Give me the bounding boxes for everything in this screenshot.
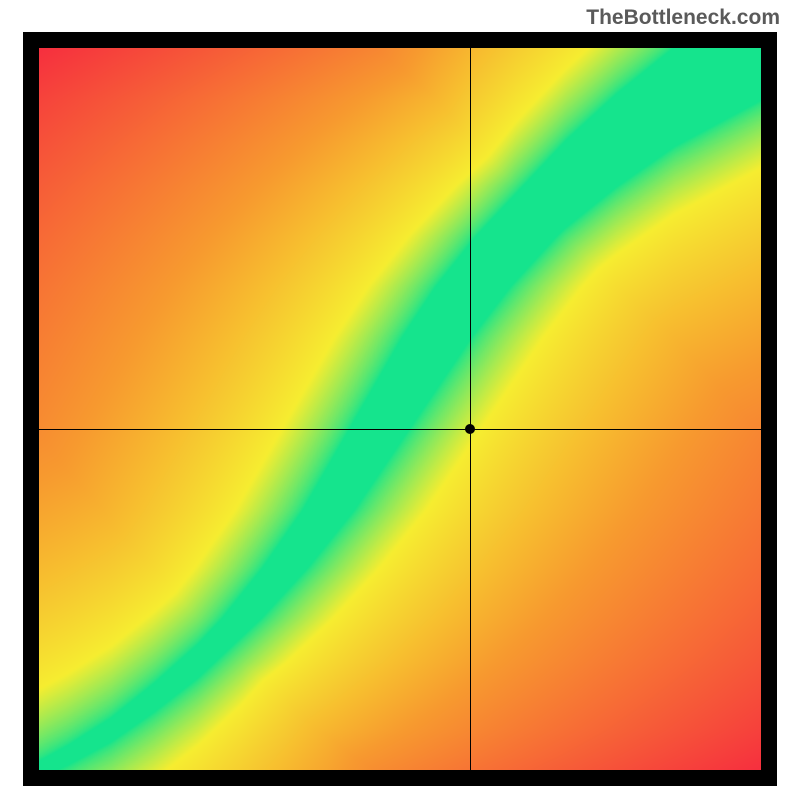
page-container: TheBottleneck.com — [0, 0, 800, 800]
bottleneck-heatmap — [23, 32, 777, 786]
heatmap-canvas — [39, 48, 761, 770]
attribution-text: TheBottleneck.com — [586, 6, 780, 30]
